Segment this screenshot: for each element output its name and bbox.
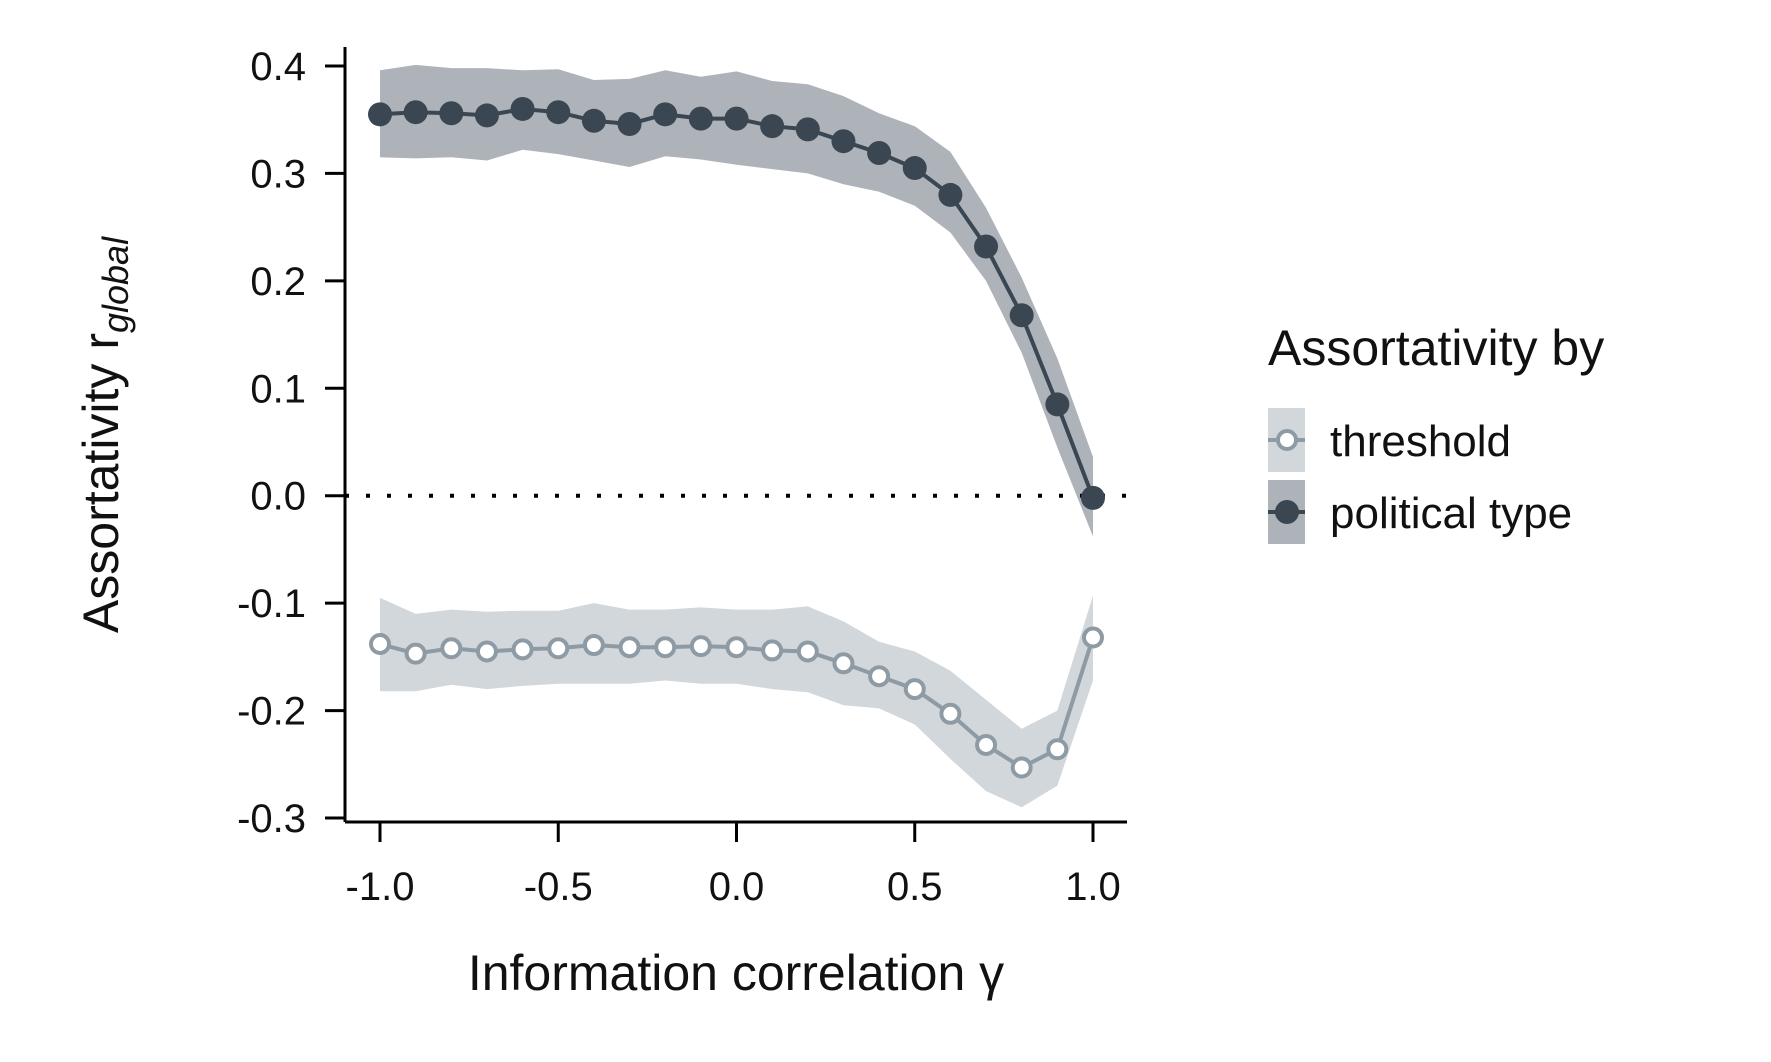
political-type-point [546, 100, 571, 125]
threshold-point [1082, 626, 1104, 649]
political-type-band [380, 64, 1093, 537]
political-type-point [902, 156, 927, 181]
threshold-point [725, 636, 748, 659]
legend: Assortativity by threshold political type [1268, 320, 1604, 544]
threshold-point [582, 634, 605, 657]
political-type-point [831, 129, 856, 154]
political-type-point [474, 103, 499, 128]
x-tick-label: 0.0 [709, 865, 765, 909]
legend-swatch-marker [1275, 500, 1299, 524]
y-tick-label: 0.1 [250, 367, 306, 411]
y-tick-label: 0.0 [250, 475, 306, 519]
x-tick-label: -1.0 [346, 865, 415, 909]
political-type-point [368, 102, 392, 127]
y-axis-title: Assortativity rglobal [73, 236, 136, 633]
political-type-point [617, 112, 642, 137]
legend-title: Assortativity by [1268, 320, 1604, 376]
threshold-point [404, 642, 427, 665]
series-points [368, 96, 1105, 779]
legend-item-political-type: political type [1268, 480, 1572, 544]
political-type-point [653, 102, 678, 127]
threshold-point [475, 640, 498, 663]
political-type-point [1081, 485, 1105, 510]
threshold-point [903, 678, 926, 701]
y-tick-label: 0.2 [250, 260, 306, 304]
political-type-point [974, 234, 999, 259]
x-axis-title: Information correlation γ [468, 945, 1004, 1001]
threshold-point [654, 636, 677, 659]
threshold-point [761, 639, 784, 662]
political-type-point [938, 182, 963, 207]
y-tick-label: 0.3 [250, 152, 306, 196]
y-tick-label: 0.4 [250, 45, 306, 89]
threshold-band [380, 595, 1093, 808]
y-tick-label: -0.3 [237, 797, 306, 841]
confidence-bands [380, 64, 1093, 808]
threshold-point [440, 637, 463, 660]
political-type-point [581, 108, 606, 133]
political-type-point [724, 106, 749, 131]
political-type-point [760, 114, 785, 139]
y-axis-title-main: Assortativity r [73, 333, 129, 633]
legend-label: political type [1330, 489, 1572, 538]
legend-item-threshold: threshold [1268, 408, 1511, 472]
legend-items: threshold political type [1268, 408, 1572, 544]
political-type-point [439, 101, 464, 126]
threshold-point [618, 636, 641, 659]
threshold-point [689, 635, 712, 658]
threshold-point [1046, 738, 1069, 761]
y-axis-title-subscript: global [95, 236, 136, 333]
political-type-point [1045, 392, 1070, 417]
threshold-point [547, 637, 570, 660]
threshold-point [939, 702, 962, 725]
political-type-point [867, 141, 892, 166]
legend-swatch-marker [1276, 429, 1298, 451]
threshold-point [868, 665, 891, 688]
threshold-point [1010, 756, 1033, 779]
political-type-point [1009, 303, 1034, 328]
threshold-point [369, 632, 391, 655]
threshold-point [796, 640, 819, 663]
political-type-point [795, 117, 820, 142]
legend-label: threshold [1330, 417, 1511, 466]
y-tick-label: -0.2 [237, 690, 306, 734]
x-tick-label: 1.0 [1065, 865, 1121, 909]
y-tick-label: -0.1 [237, 582, 306, 626]
y-ticks: -0.3 -0.2 -0.1 0.0 0.1 0.2 0.3 0.4 [237, 45, 345, 841]
x-tick-label: 0.5 [887, 865, 943, 909]
threshold-point [511, 638, 534, 661]
political-type-line [379, 106, 1095, 499]
x-tick-label: -0.5 [524, 865, 593, 909]
political-type-point [510, 96, 535, 121]
threshold-point [832, 652, 855, 675]
threshold-point [975, 733, 998, 756]
x-ticks: -1.0 -0.5 0.0 0.5 1.0 [346, 822, 1121, 909]
political-type-point [688, 106, 713, 131]
political-type-point [403, 100, 428, 125]
